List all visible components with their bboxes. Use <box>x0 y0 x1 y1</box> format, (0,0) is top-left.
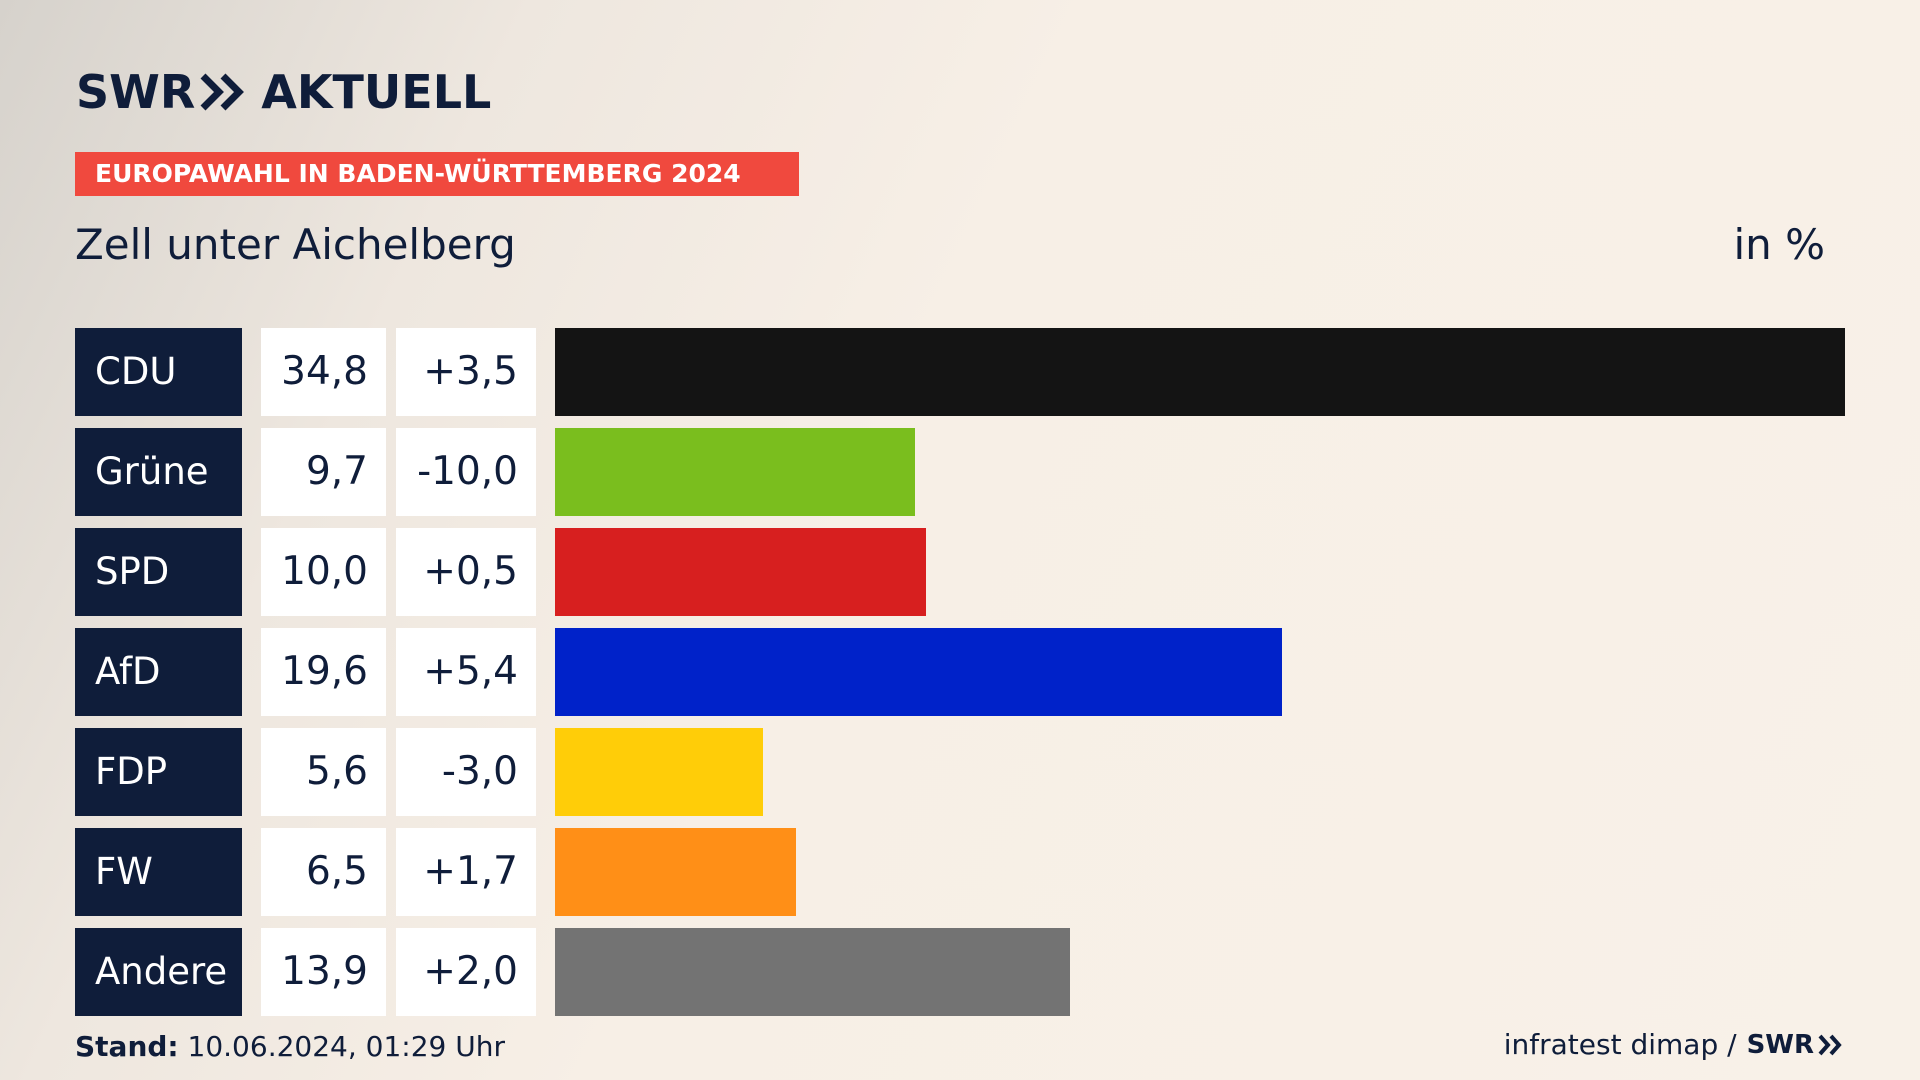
vote-share-label: 13,9 <box>261 928 386 1016</box>
party-label: Grüne <box>75 428 242 516</box>
source-text: infratest dimap / <box>1503 1028 1737 1061</box>
vote-share-label: 5,6 <box>261 728 386 816</box>
result-bar <box>555 828 796 916</box>
election-banner: EUROPAWAHL IN BADEN-WÜRTTEMBERG 2024 <box>75 152 799 196</box>
footer-swr-logo: SWR <box>1747 1030 1844 1060</box>
vote-share-label: 6,5 <box>261 828 386 916</box>
logo-aktuell-text: AKTUELL <box>261 65 492 119</box>
result-bar <box>555 528 926 616</box>
result-bar <box>555 728 763 816</box>
change-label: +1,7 <box>396 828 536 916</box>
vote-share-label: 10,0 <box>261 528 386 616</box>
result-bar <box>555 428 915 516</box>
change-label: -3,0 <box>396 728 536 816</box>
party-label: FDP <box>75 728 242 816</box>
result-bar <box>555 328 1845 416</box>
vote-share-label: 9,7 <box>261 428 386 516</box>
timestamp: Stand: 10.06.2024, 01:29 Uhr <box>75 1030 505 1063</box>
stand-value: 10.06.2024, 01:29 Uhr <box>187 1030 505 1063</box>
change-label: +0,5 <box>396 528 536 616</box>
change-label: +2,0 <box>396 928 536 1016</box>
logo-swr-text: SWR <box>76 65 196 119</box>
change-label: +3,5 <box>396 328 536 416</box>
municipality-title: Zell unter Aichelberg <box>75 220 516 269</box>
vote-share-label: 34,8 <box>261 328 386 416</box>
result-bar <box>555 628 1282 716</box>
change-label: -10,0 <box>396 428 536 516</box>
footer-chevron-icon <box>1818 1034 1842 1055</box>
party-label: SPD <box>75 528 242 616</box>
double-chevron-icon <box>200 73 245 111</box>
stand-label: Stand: <box>75 1030 179 1063</box>
party-label: FW <box>75 828 242 916</box>
party-label: CDU <box>75 328 242 416</box>
swr-aktuell-logo: SWR AKTUELL <box>76 65 492 119</box>
party-label: AfD <box>75 628 242 716</box>
change-label: +5,4 <box>396 628 536 716</box>
vote-share-label: 19,6 <box>261 628 386 716</box>
source-credit: infratest dimap / SWR <box>1504 1028 1844 1061</box>
unit-label: in % <box>1733 220 1825 269</box>
party-label: Andere <box>75 928 242 1016</box>
result-bar <box>555 928 1070 1016</box>
footer-logo-text: SWR <box>1746 1029 1814 1060</box>
